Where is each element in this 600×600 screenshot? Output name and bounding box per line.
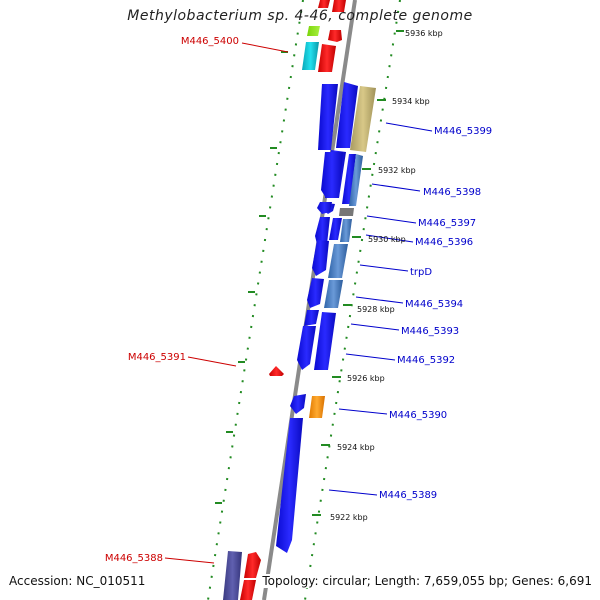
gene-feature[interactable] xyxy=(269,366,284,376)
gene-feature[interactable] xyxy=(290,394,306,414)
inner-tick-ring xyxy=(207,0,304,600)
gene-feature[interactable] xyxy=(312,240,329,276)
gene-label[interactable]: M446_5396 xyxy=(415,237,473,248)
gene-feature[interactable] xyxy=(302,42,319,70)
gene-feature[interactable] xyxy=(315,217,330,244)
gene-feature[interactable] xyxy=(324,280,343,308)
gene-feature[interactable] xyxy=(339,208,354,216)
scale-label: 5924 kbp xyxy=(337,443,375,452)
gene-feature[interactable] xyxy=(309,396,325,418)
gene-feature[interactable] xyxy=(223,551,242,600)
reverse-gene-features[interactable] xyxy=(223,0,343,600)
outer-tick-ring xyxy=(304,0,401,600)
gene-feature[interactable] xyxy=(307,278,324,308)
gene-label[interactable]: M446_5400 xyxy=(181,36,239,47)
scale-label: 5922 kbp xyxy=(330,513,368,522)
gene-label[interactable]: trpD xyxy=(410,267,432,278)
scale-label: 5932 kbp xyxy=(378,166,416,175)
gene-feature[interactable] xyxy=(328,244,348,278)
accession-text: Accession: NC_010511 xyxy=(7,574,148,588)
gene-feature[interactable] xyxy=(318,44,336,72)
gene-feature[interactable] xyxy=(297,326,316,370)
map-title: Methylobacterium sp. 4-46, complete geno… xyxy=(127,8,473,24)
gene-feature[interactable] xyxy=(240,580,256,600)
scale-labels: 5936 kbp 5934 kbp 5932 kbp 5930 kbp 5928… xyxy=(330,29,443,522)
gene-labels[interactable]: M446_5400 M446_5399 M446_5398 M446_5397 … xyxy=(105,36,492,564)
genome-summary-text: Topology: circular; Length: 7,659,055 bp… xyxy=(260,574,594,588)
gene-feature[interactable] xyxy=(318,0,330,8)
gene-feature[interactable] xyxy=(342,154,356,204)
gene-feature[interactable] xyxy=(304,310,319,326)
scale-label: 5936 kbp xyxy=(405,29,443,38)
gene-feature[interactable] xyxy=(329,218,342,240)
scale-label: 5928 kbp xyxy=(357,305,395,314)
gene-label[interactable]: M446_5397 xyxy=(418,218,476,229)
gene-label[interactable]: M446_5394 xyxy=(405,299,463,310)
gene-label[interactable]: M446_5390 xyxy=(389,410,447,421)
scale-label: 5930 kbp xyxy=(368,235,406,244)
gene-label[interactable]: M446_5393 xyxy=(401,326,459,337)
major-ticks xyxy=(215,30,404,516)
gene-label[interactable]: M446_5398 xyxy=(423,187,481,198)
label-leaders xyxy=(164,42,433,564)
gene-feature[interactable] xyxy=(350,86,376,152)
gene-feature[interactable] xyxy=(244,552,261,578)
gene-label[interactable]: M446_5388 xyxy=(105,553,163,564)
gene-feature[interactable] xyxy=(332,0,346,12)
gene-feature[interactable] xyxy=(307,26,320,36)
gene-feature[interactable] xyxy=(340,219,352,242)
gene-feature[interactable] xyxy=(336,82,358,148)
gene-feature[interactable] xyxy=(328,30,342,42)
gene-label[interactable]: M446_5389 xyxy=(379,490,437,501)
scale-label: 5926 kbp xyxy=(347,374,385,383)
gene-feature[interactable] xyxy=(318,84,338,150)
gene-feature[interactable] xyxy=(321,152,343,198)
gene-feature[interactable] xyxy=(314,312,336,370)
gene-label[interactable]: M446_5391 xyxy=(128,352,186,363)
gene-label[interactable]: M446_5399 xyxy=(434,126,492,137)
gene-feature[interactable] xyxy=(349,154,363,206)
gene-feature[interactable] xyxy=(276,418,303,553)
gene-label[interactable]: M446_5392 xyxy=(397,355,455,366)
scale-label: 5934 kbp xyxy=(392,97,430,106)
gene-feature[interactable] xyxy=(317,202,332,214)
